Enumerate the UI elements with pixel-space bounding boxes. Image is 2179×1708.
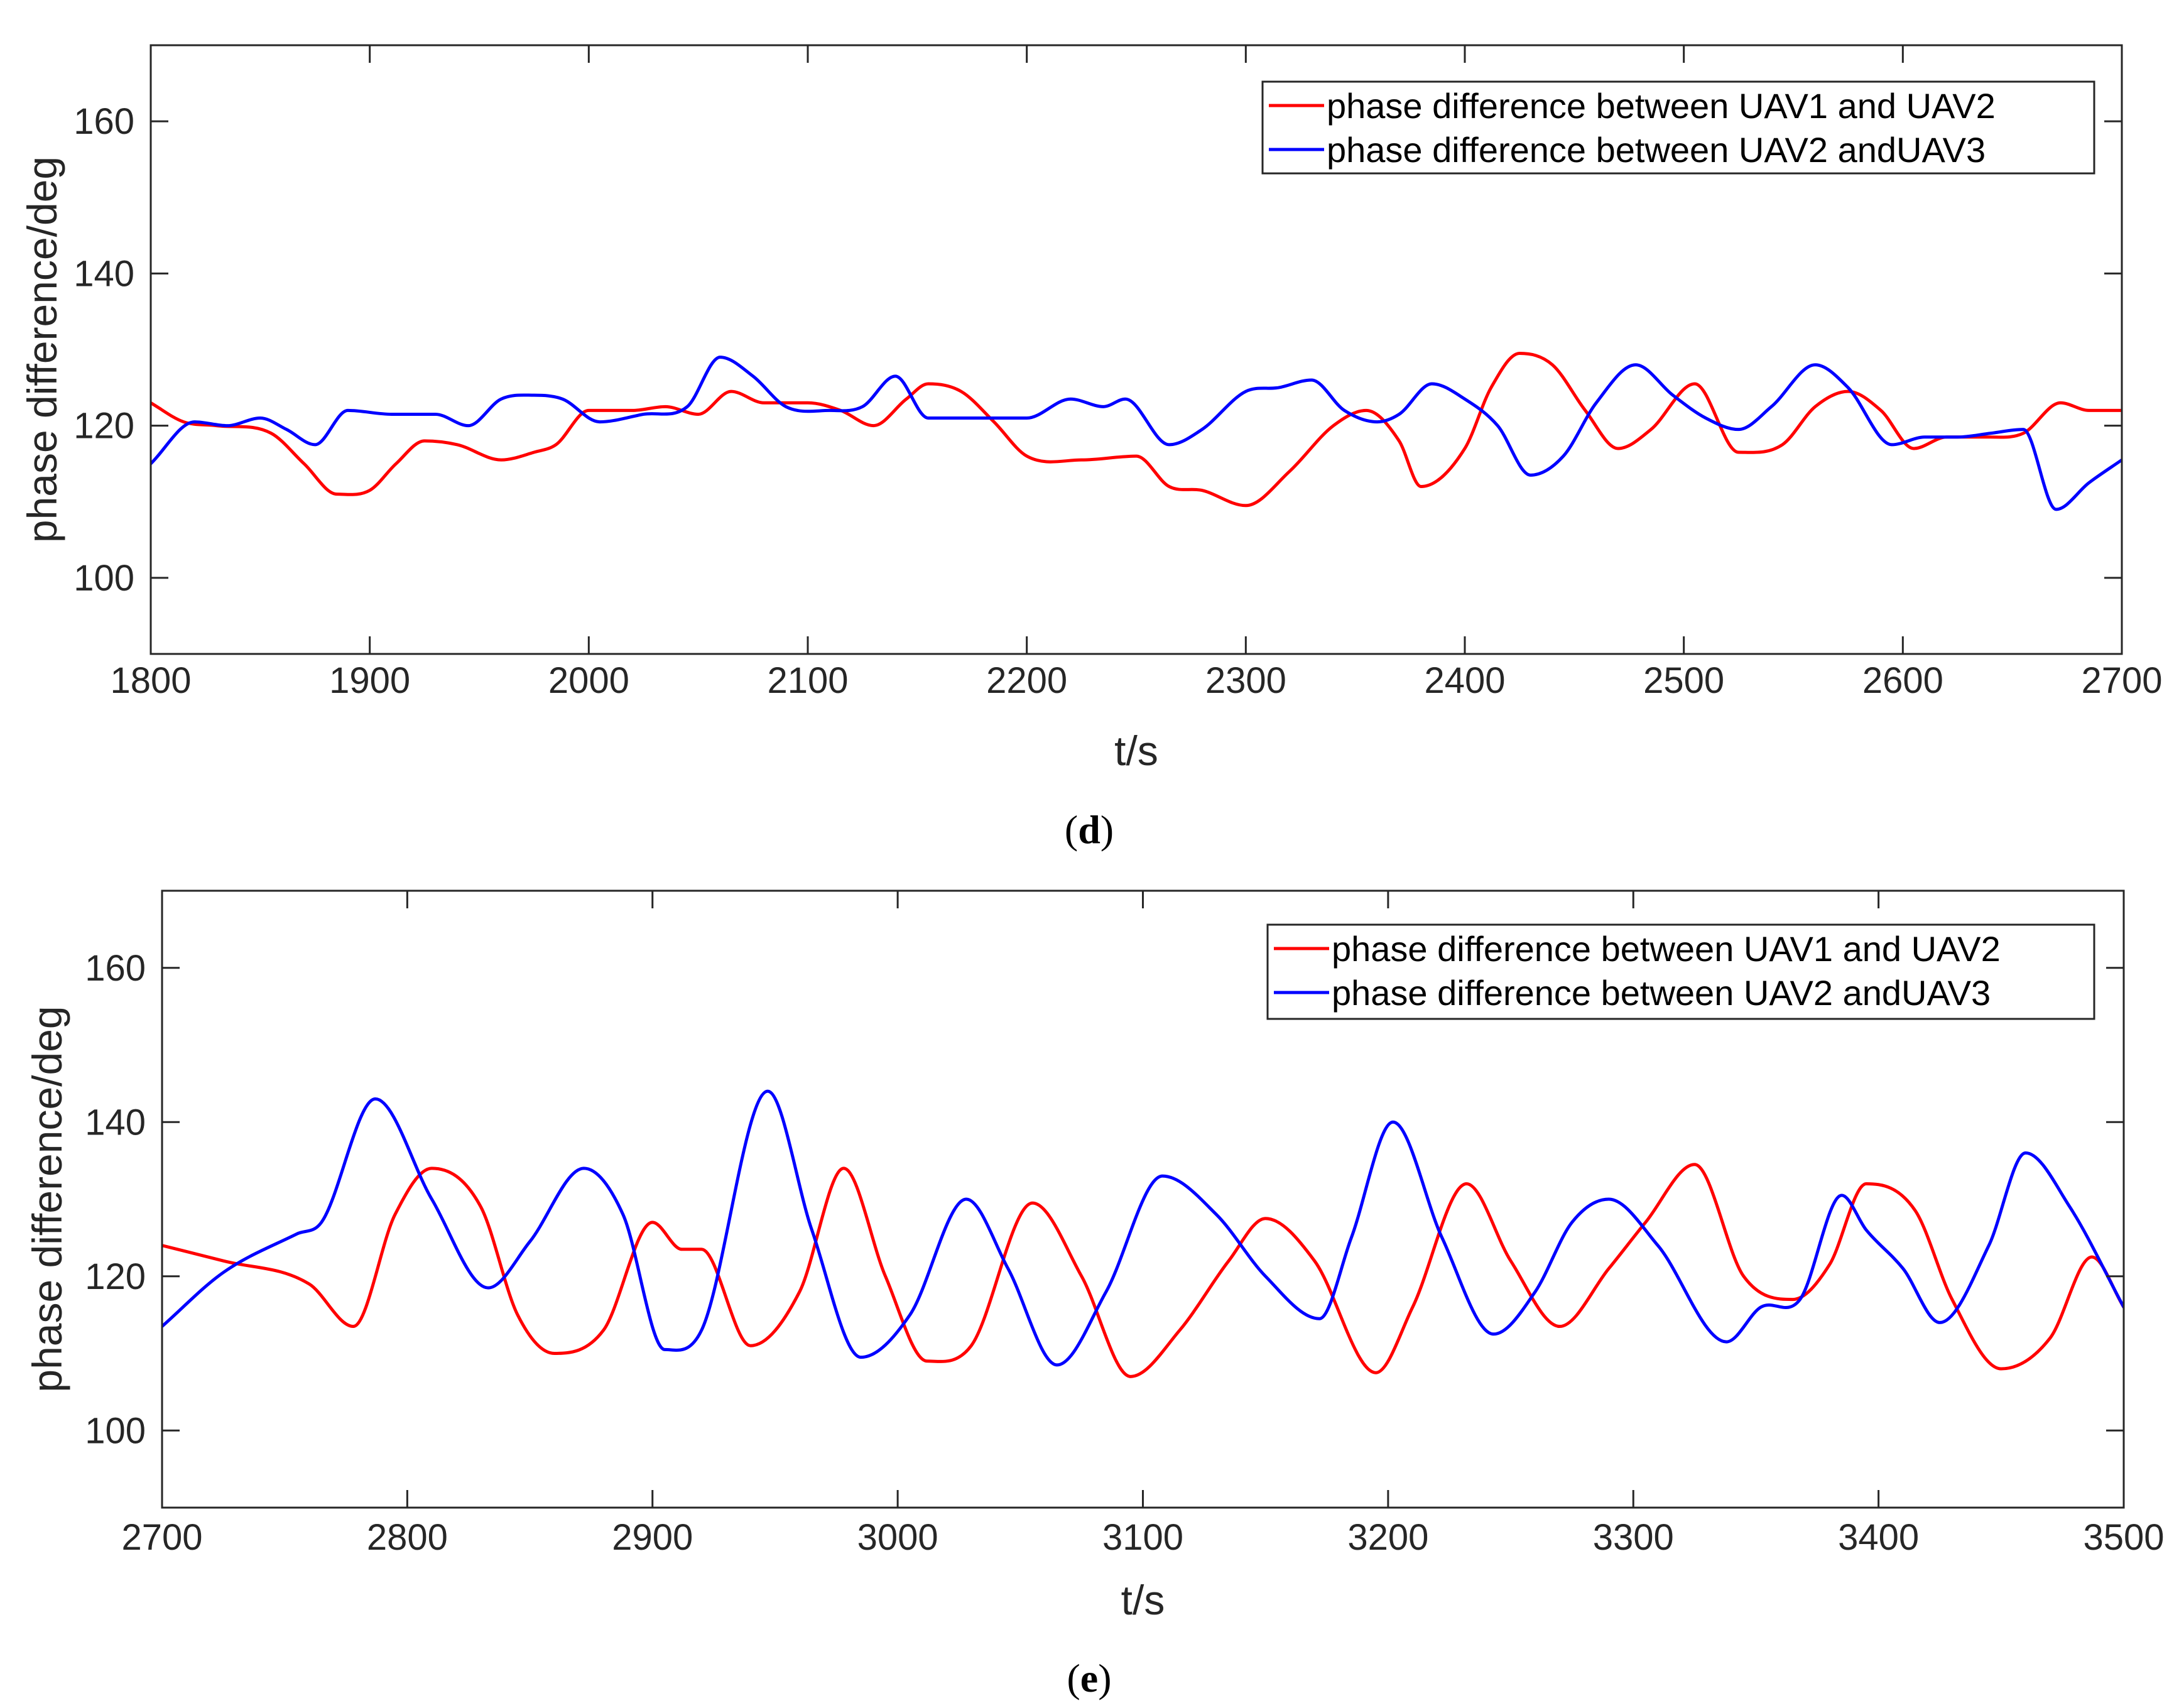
legend: phase difference between UAV1 and UAV2ph… [1261,80,2095,175]
chart-panel-d: 1800 1900 2000 2100 2200 2300 2400 2500 2600 2700… [19,44,2163,852]
x-tick-label: 2700 [2081,660,2162,701]
x-tick-label: 3100 [1102,1517,1183,1558]
x-tick-label: 3200 [1347,1517,1428,1558]
x-tick-label: 2400 [1424,660,1505,701]
legend-entry-1: phase difference between UAV1 and UAV2 [1332,929,2001,969]
x-tick-label: 3000 [857,1517,938,1558]
x-tick-label: 2500 [1643,660,1724,701]
x-tick-label: 2000 [548,660,629,701]
y-tick-label: 100 [73,558,134,599]
y-axis-label: phase difference/deg [24,1006,70,1392]
legend-box [1266,923,2095,1020]
y-tick-label: 160 [85,948,146,989]
chart-panel-e: 2700 2800 2900 3000 3100 3200 3300 3400 3500 100 1… [24,889,2165,1700]
chart-panels: 1800 1900 2000 2100 2200 2300 2400 2500 2600 2700… [19,44,2165,1700]
x-tick-label: 3500 [2083,1517,2164,1558]
legend-entry-1: phase difference between UAV1 and UAV2 [1327,86,1996,126]
series-line-1 [162,1163,2124,1378]
series-line-2 [151,356,2122,511]
x-tick-label: 2200 [986,660,1067,701]
y-tick-label: 140 [73,253,134,294]
x-tick-label: 2900 [612,1517,693,1558]
x-tick-label: 2100 [767,660,848,701]
x-tick-label: 2600 [1862,660,1943,701]
y-tick-label: 120 [85,1256,146,1297]
y-tick-label: 120 [73,406,134,447]
y-tick-label: 140 [85,1102,146,1143]
y-axis-label: phase difference/deg [19,156,65,543]
x-tick-label: 1900 [329,660,410,701]
legend-entry-2: phase difference between UAV2 andUAV3 [1327,130,1986,170]
x-tick-label: 3300 [1593,1517,1674,1558]
panel-caption: (d) [1065,807,1114,852]
panel-caption: (e) [1067,1656,1111,1700]
axes-frame [149,44,2123,655]
series-line-2 [162,1089,2124,1367]
legend-box [1261,80,2095,175]
y-tick-label: 160 [73,101,134,142]
x-tick-label: 2800 [367,1517,448,1558]
x-tick-label: 1800 [110,660,191,701]
x-tick-label: 2300 [1205,660,1286,701]
x-tick-label: 3400 [1838,1517,1919,1558]
x-axis-label: t/s [1121,1577,1165,1623]
legend-entry-2: phase difference between UAV2 andUAV3 [1332,973,1991,1013]
y-tick-label: 100 [85,1410,146,1451]
x-axis-label: t/s [1114,727,1158,774]
series-line-1 [151,352,2122,508]
legend: phase difference between UAV1 and UAV2ph… [1266,923,2095,1020]
x-tick-label: 2700 [121,1517,202,1558]
